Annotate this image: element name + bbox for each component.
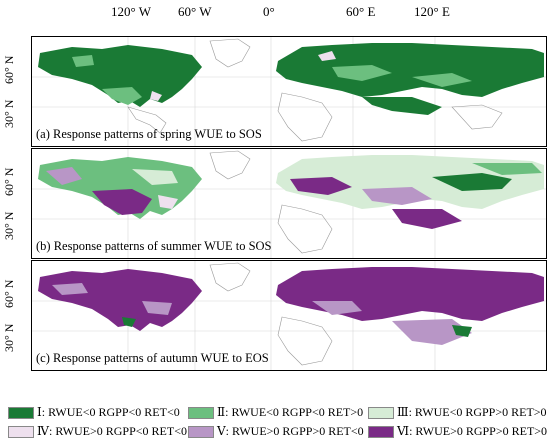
legend-swatch-5 <box>188 425 214 438</box>
legend-label-6: Ⅵ: RWUE>0 RGPP>0 RET>0 <box>397 424 548 438</box>
legend-item-1: Ⅰ: RWUE<0 RGPP<0 RET<0 <box>8 405 180 420</box>
legend-item-4: Ⅳ: RWUE>0 RGPP<0 RET<0 <box>8 424 187 439</box>
map-panel-c: (c) Response patterns of autumn WUE to E… <box>31 260 547 371</box>
legend-label-5: Ⅴ: RWUE>0 RGPP>0 RET<0 <box>217 424 364 438</box>
caption-panel-c: (c) Response patterns of autumn WUE to E… <box>36 351 269 365</box>
lon-tick-60e: 60° E <box>346 4 376 19</box>
lat-tick-30n-c: 30° N <box>2 323 16 352</box>
legend-swatch-4 <box>8 425 34 438</box>
legend-item-2: Ⅱ: RWUE<0 RGPP<0 RET>0 <box>188 405 363 420</box>
lat-tick-30n-a: 30° N <box>2 99 16 128</box>
legend: Ⅰ: RWUE<0 RGPP<0 RET<0 Ⅱ: RWUE<0 RGPP<0 … <box>0 400 550 442</box>
map-panel-a: (a) Response patterns of spring WUE to S… <box>31 36 547 147</box>
lon-tick-60w: 60° W <box>178 4 212 19</box>
legend-swatch-6 <box>368 425 394 438</box>
legend-swatch-1 <box>8 406 34 419</box>
legend-item-6: Ⅵ: RWUE>0 RGPP>0 RET>0 <box>368 424 547 439</box>
legend-label-1: Ⅰ: RWUE<0 RGPP<0 RET<0 <box>37 405 180 419</box>
lon-tick-120w: 120° W <box>111 4 151 19</box>
caption-panel-a: (a) Response patterns of spring WUE to S… <box>36 127 262 141</box>
lon-tick-0: 0° <box>263 4 275 19</box>
legend-item-5: Ⅴ: RWUE>0 RGPP>0 RET<0 <box>188 424 364 439</box>
legend-label-4: Ⅳ: RWUE>0 RGPP<0 RET<0 <box>37 424 187 438</box>
legend-label-2: Ⅱ: RWUE<0 RGPP<0 RET>0 <box>217 405 364 419</box>
lon-tick-120e: 120° E <box>414 4 450 19</box>
caption-panel-b: (b) Response patterns of summer WUE to S… <box>36 239 272 253</box>
lat-tick-60n-c: 60° N <box>2 279 16 308</box>
map-panel-b: (b) Response patterns of summer WUE to S… <box>31 148 547 259</box>
legend-swatch-2 <box>188 406 214 419</box>
legend-swatch-3 <box>368 406 394 419</box>
map-c-svg <box>32 261 546 370</box>
lat-tick-30n-b: 30° N <box>2 211 16 240</box>
lat-tick-60n-a: 60° N <box>2 55 16 84</box>
lat-tick-60n-b: 60° N <box>2 167 16 196</box>
map-b-svg <box>32 149 546 258</box>
legend-item-3: Ⅲ: RWUE<0 RGPP>0 RET>0 <box>368 405 547 420</box>
map-a-svg <box>32 37 546 146</box>
legend-label-3: Ⅲ: RWUE<0 RGPP>0 RET>0 <box>397 405 547 419</box>
